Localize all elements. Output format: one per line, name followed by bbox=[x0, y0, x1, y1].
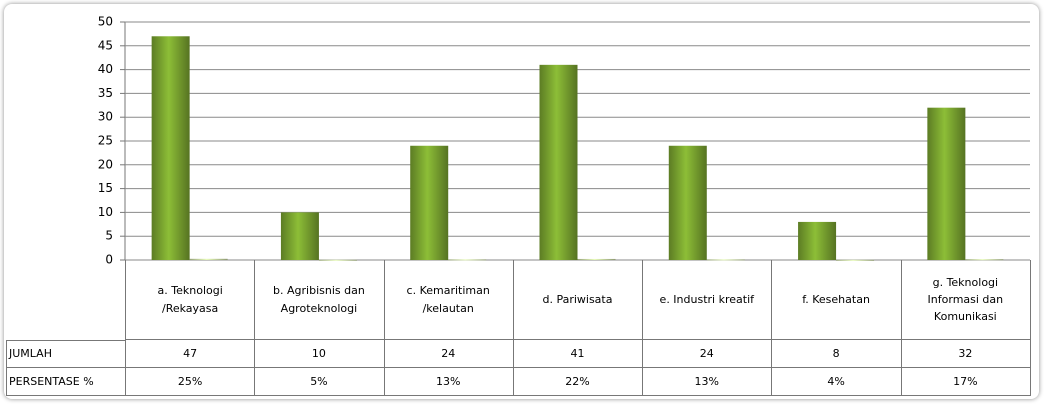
category-label: g. Teknologi Informasi dan Komunikasi bbox=[900, 260, 1031, 340]
bar bbox=[706, 259, 745, 261]
legend-label: PERSENTASE % bbox=[6, 368, 126, 396]
bar bbox=[965, 259, 1004, 261]
data-table-value: 41 bbox=[512, 340, 644, 368]
bar bbox=[927, 107, 966, 261]
bar bbox=[189, 258, 228, 260]
y-tick-label: 50 bbox=[98, 15, 113, 29]
category-label: a. Teknologi /Rekayasa bbox=[125, 260, 256, 340]
data-table-value: 24 bbox=[642, 340, 773, 368]
y-tick-label: 30 bbox=[98, 110, 113, 124]
category-label: f. Kesehatan bbox=[771, 260, 902, 340]
category-label: c. Kemaritiman /kelautan bbox=[383, 260, 514, 340]
category-label: b. Agribisnis dan Agroteknologi bbox=[254, 260, 385, 340]
bar bbox=[577, 258, 616, 260]
data-table-value: 32 bbox=[900, 340, 1031, 368]
data-table-value: 47 bbox=[125, 340, 256, 368]
bar bbox=[410, 145, 449, 260]
y-tick-label: 35 bbox=[98, 86, 113, 100]
bar bbox=[668, 145, 707, 260]
bar bbox=[318, 259, 357, 261]
data-table-value: 17% bbox=[900, 368, 1031, 396]
y-tick-label: 20 bbox=[98, 157, 113, 171]
data-table-value: 22% bbox=[512, 368, 644, 396]
legend-label: JUMLAH bbox=[6, 340, 126, 368]
data-table-value: 5% bbox=[254, 368, 385, 396]
y-tick-label: 25 bbox=[98, 134, 113, 148]
bar bbox=[280, 212, 319, 260]
y-tick-label: 5 bbox=[105, 229, 113, 243]
bar bbox=[151, 36, 190, 260]
bar bbox=[836, 259, 875, 261]
data-table-value: 13% bbox=[383, 368, 514, 396]
bar bbox=[798, 221, 837, 260]
data-table-value: 8 bbox=[771, 340, 902, 368]
y-tick-label: 10 bbox=[98, 205, 113, 219]
y-tick-label: 15 bbox=[98, 181, 113, 195]
data-table-value: 4% bbox=[771, 368, 902, 396]
data-table-value: 13% bbox=[642, 368, 773, 396]
data-table-value: 25% bbox=[125, 368, 256, 396]
data-table-value: 10 bbox=[254, 340, 385, 368]
bar bbox=[539, 64, 578, 260]
category-label: d. Pariwisata bbox=[512, 260, 644, 340]
y-tick-label: 0 bbox=[105, 253, 113, 267]
y-tick-label: 45 bbox=[98, 38, 113, 52]
y-tick-label: 40 bbox=[98, 62, 113, 76]
data-table-value: 24 bbox=[383, 340, 514, 368]
bar bbox=[448, 259, 487, 261]
category-label: e. Industri kreatif bbox=[642, 260, 773, 340]
